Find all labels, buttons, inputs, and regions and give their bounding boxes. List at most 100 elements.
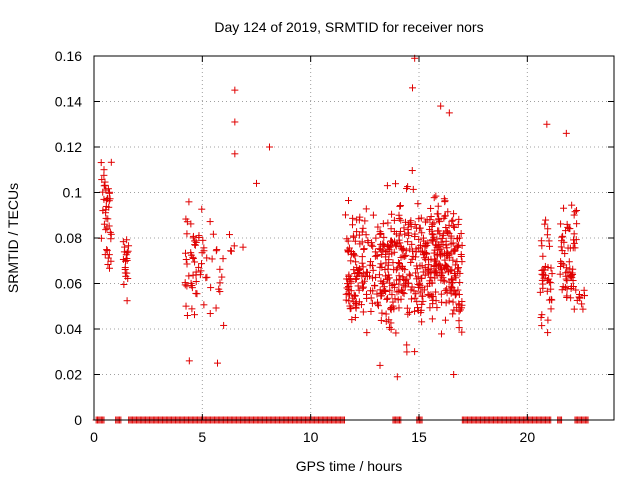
data-point [447,249,455,257]
data-point [414,281,422,289]
data-point [401,230,409,238]
data-point [395,236,403,244]
data-point [558,260,566,268]
data-point [442,299,450,307]
data-point [392,242,400,250]
data-point [349,232,357,240]
data-point [364,237,372,245]
data-point [452,290,460,298]
data-point [569,277,577,285]
data-point [393,288,401,296]
data-point [409,185,417,193]
data-point [560,204,568,212]
data-point [439,276,447,284]
data-point [428,223,436,231]
data-point [449,310,457,318]
data-point [403,185,411,193]
data-point [548,296,556,304]
data-point [358,279,366,287]
data-point [406,219,414,227]
data-point [414,200,422,208]
data-point [352,275,360,283]
data-point [344,248,352,256]
data-point [191,311,199,319]
data-point [547,295,555,303]
data-point [378,309,386,317]
data-point [570,305,578,313]
data-point [102,202,110,210]
data-point [359,224,367,232]
data-point [182,249,190,257]
data-point [447,234,455,242]
y-tick-label: 0.16 [55,48,82,64]
data-point [573,220,581,228]
data-point [382,288,390,296]
data-point [433,252,441,260]
data-point [253,179,260,187]
data-point [538,322,546,330]
data-point [197,260,205,268]
data-point [390,248,398,256]
data-point [447,283,455,291]
data-point [198,249,206,257]
data-point [543,287,551,295]
data-point [570,239,578,247]
data-point [436,218,444,226]
data-point [407,286,415,294]
data-point [451,261,459,269]
data-point [428,315,436,323]
data-point [191,258,199,266]
data-point [392,329,400,337]
data-point [449,287,457,295]
data-point [97,159,105,167]
data-point [573,206,581,214]
data-point [557,243,565,251]
data-point [436,260,444,268]
data-point [378,280,386,288]
x-tick-label: 10 [303,429,319,445]
data-point [195,263,203,271]
data-point [409,84,416,92]
data-point [436,250,444,258]
data-point [191,241,199,249]
data-point [401,283,409,291]
data-point [414,307,422,315]
data-point [578,300,586,308]
data-point [420,254,428,262]
data-point [206,310,214,318]
data-point [206,218,214,226]
data-point [106,264,114,272]
data-point [427,204,435,212]
data-point [404,310,412,318]
data-point [411,294,419,302]
y-tick-label: 0.12 [55,139,82,155]
data-point [411,348,419,356]
data-point [396,202,404,210]
data-point [544,316,552,324]
data-point [123,236,131,244]
data-point [231,118,239,126]
data-point [376,361,384,369]
data-point [104,260,112,268]
data-point [352,258,360,266]
data-point [214,359,221,367]
data-point [454,268,462,276]
data-point [358,228,366,236]
data-point [405,270,413,278]
data-point [568,201,576,209]
data-point [432,192,440,200]
data-point [103,247,111,255]
y-tick-label: 0.02 [55,367,82,383]
data-point [425,270,433,278]
data-point [455,324,463,332]
data-point [545,278,553,286]
data-point [568,272,576,280]
data-point [402,218,410,226]
data-point [562,227,570,235]
data-point [449,298,457,306]
data-point [450,371,458,378]
data-point [119,255,127,263]
data-point [402,247,410,255]
data-point [454,220,462,228]
data-point [384,265,392,273]
